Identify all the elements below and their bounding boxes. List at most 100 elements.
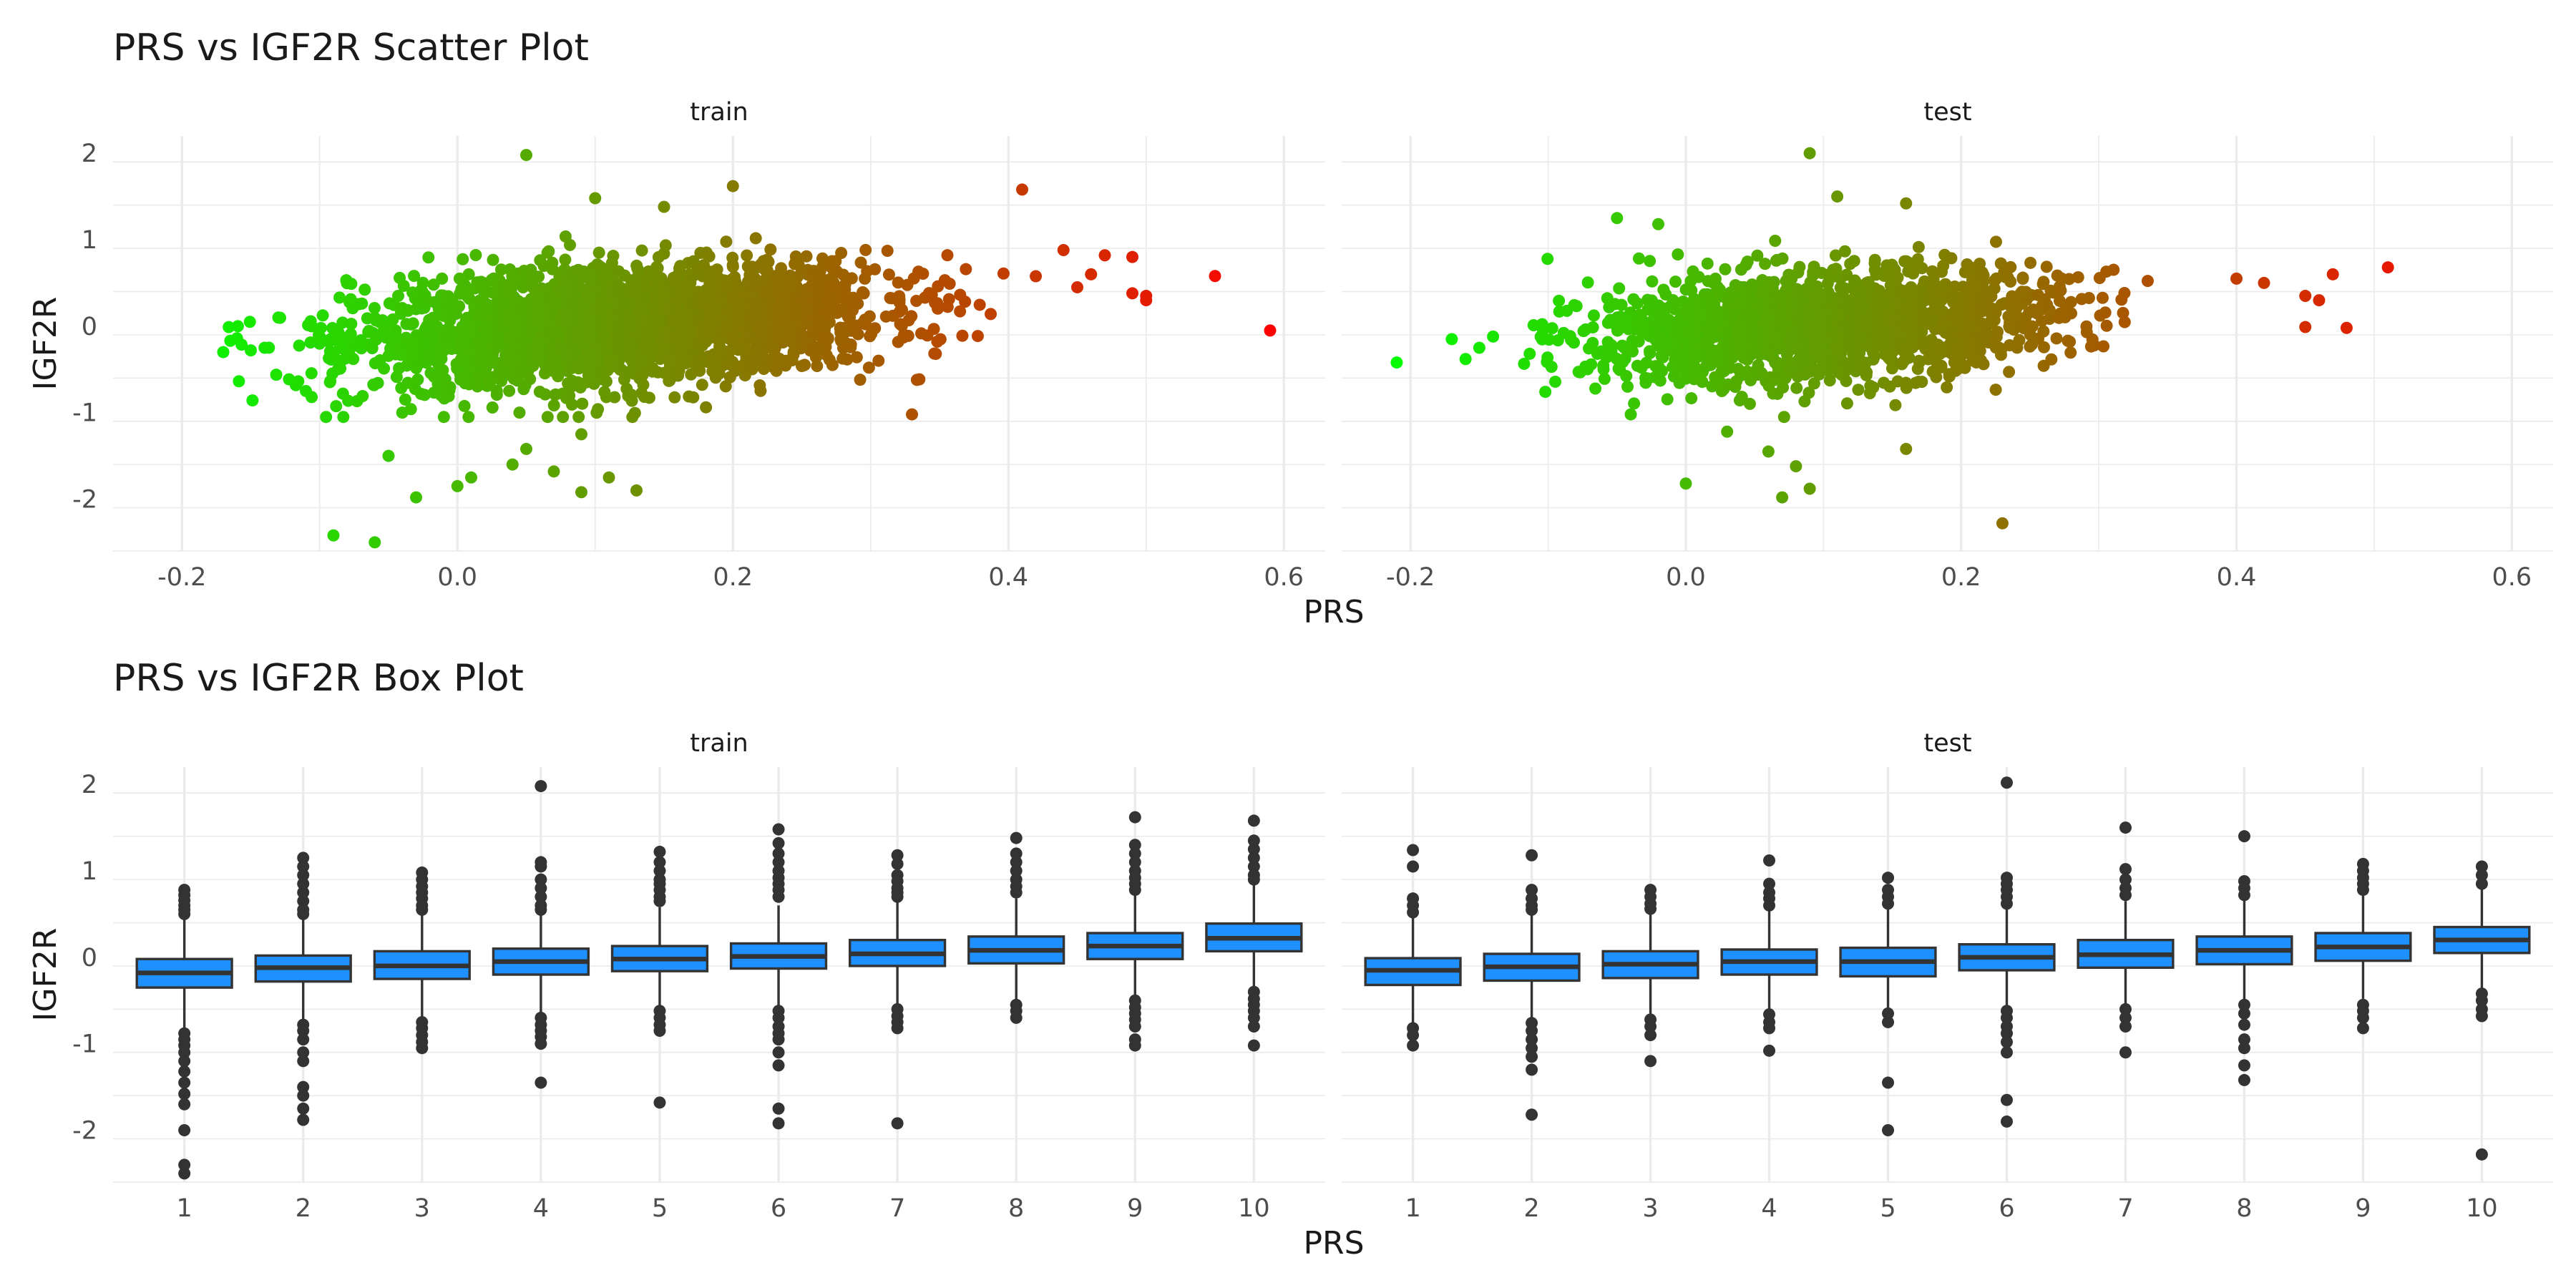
scatter-point (720, 235, 733, 248)
box-outlier (772, 890, 785, 903)
box-outlier (2000, 776, 2013, 789)
scatter-point-outlier (630, 484, 643, 497)
box-outlier (178, 1124, 191, 1136)
box-outlier (1010, 1011, 1023, 1024)
scatter-point (390, 371, 403, 384)
scatter-point (1030, 270, 1043, 283)
scatter-point (811, 359, 824, 372)
scatter-point (938, 274, 951, 287)
scatter-point (1746, 278, 1759, 291)
box-outlier (1526, 1025, 1538, 1038)
box-outlier (891, 857, 904, 870)
scatter-point (2004, 260, 2017, 273)
scatter-point (594, 304, 607, 317)
scatter-point (1581, 276, 1594, 289)
box-outlier (1247, 873, 1260, 886)
scatter-point (1768, 374, 1781, 386)
scatter-point (1739, 340, 1752, 353)
box-x-axis-title: PRS (1303, 1225, 1364, 1262)
scatter-point (892, 276, 904, 289)
scatter-point (628, 278, 640, 291)
scatter-point (675, 354, 688, 367)
scatter-point (1699, 339, 1712, 352)
scatter-point (592, 246, 605, 259)
scatter-point-outlier (396, 406, 409, 419)
scatter-point (2052, 311, 2065, 324)
scatter-point (1704, 299, 1717, 312)
box-outlier (653, 856, 666, 869)
scatter-point (636, 369, 649, 381)
scatter-point-outlier (1085, 268, 1098, 280)
box-6 (1958, 776, 2056, 1128)
scatter-point (1863, 386, 1876, 399)
box-outlier (1247, 1039, 1260, 1052)
scatter-point (2050, 332, 2063, 345)
scatter-point (1672, 248, 1684, 261)
scatter-point (476, 279, 489, 292)
box-outlier (535, 1076, 547, 1089)
scatter-point (580, 287, 593, 300)
box-outlier (1128, 884, 1141, 897)
x-tick-label: 4 (1761, 1194, 1777, 1223)
scatter-point (1646, 275, 1659, 288)
scatter-point-outlier (1140, 294, 1153, 307)
scatter-point (726, 258, 739, 271)
scatter-point-outlier (1071, 280, 1083, 293)
scatter-point (2013, 333, 2026, 346)
scatter-point (1921, 313, 1933, 326)
scatter-point (854, 256, 867, 269)
scatter-point (1918, 275, 1931, 288)
scatter-point (1773, 289, 1786, 302)
y-tick-label: 1 (82, 226, 97, 255)
scatter-point (751, 354, 763, 367)
scatter-point-outlier (1057, 244, 1070, 256)
scatter-point (333, 342, 346, 355)
scatter-point (1548, 375, 1561, 388)
scatter-point (2055, 272, 2068, 285)
scatter-point (330, 400, 343, 413)
scatter-point-outlier (1831, 190, 1844, 203)
scatter-point (865, 327, 878, 340)
box-outlier (1010, 886, 1023, 899)
scatter-point-outlier (300, 384, 312, 397)
scatter-point (2037, 359, 2050, 372)
scatter-point (542, 245, 555, 258)
scatter-point (2117, 306, 2129, 319)
box-outlier (1010, 831, 1023, 844)
scatter-point (2100, 265, 2113, 278)
scatter-point-outlier (1762, 445, 1775, 458)
scatter-point (893, 290, 906, 303)
scatter-point (608, 320, 621, 333)
box-outlier (653, 864, 666, 877)
box-outlier (1010, 856, 1023, 869)
scatter-point (1828, 308, 1841, 321)
box-outlier (297, 886, 310, 899)
scatter-point (555, 286, 568, 298)
scatter-point (394, 348, 407, 361)
scatter-point-outlier (1390, 356, 1403, 369)
scatter-point (1662, 313, 1675, 326)
box-outlier (2000, 1027, 2013, 1040)
scatter-point (931, 297, 944, 310)
scatter-point (490, 384, 503, 397)
scatter-point (770, 283, 783, 296)
scatter-point (649, 276, 662, 289)
scatter-point (750, 338, 763, 351)
box-outlier (297, 1025, 310, 1038)
box-outlier (1882, 1124, 1895, 1136)
scatter-strip-test: test (1923, 98, 1971, 127)
box-outlier (1128, 847, 1141, 860)
scatter-point (506, 270, 519, 283)
scatter-point (337, 411, 350, 424)
scatter-point (575, 328, 587, 341)
scatter-point (1777, 411, 1790, 424)
box-3 (373, 866, 471, 1055)
scatter-point (1589, 382, 1602, 395)
scatter-point (764, 243, 777, 256)
scatter-point (826, 358, 839, 371)
scatter-point (754, 258, 767, 271)
scatter-point (703, 250, 716, 263)
box-outlier (178, 1158, 191, 1171)
scatter-point-outlier (575, 486, 587, 499)
scatter-point (458, 399, 471, 412)
